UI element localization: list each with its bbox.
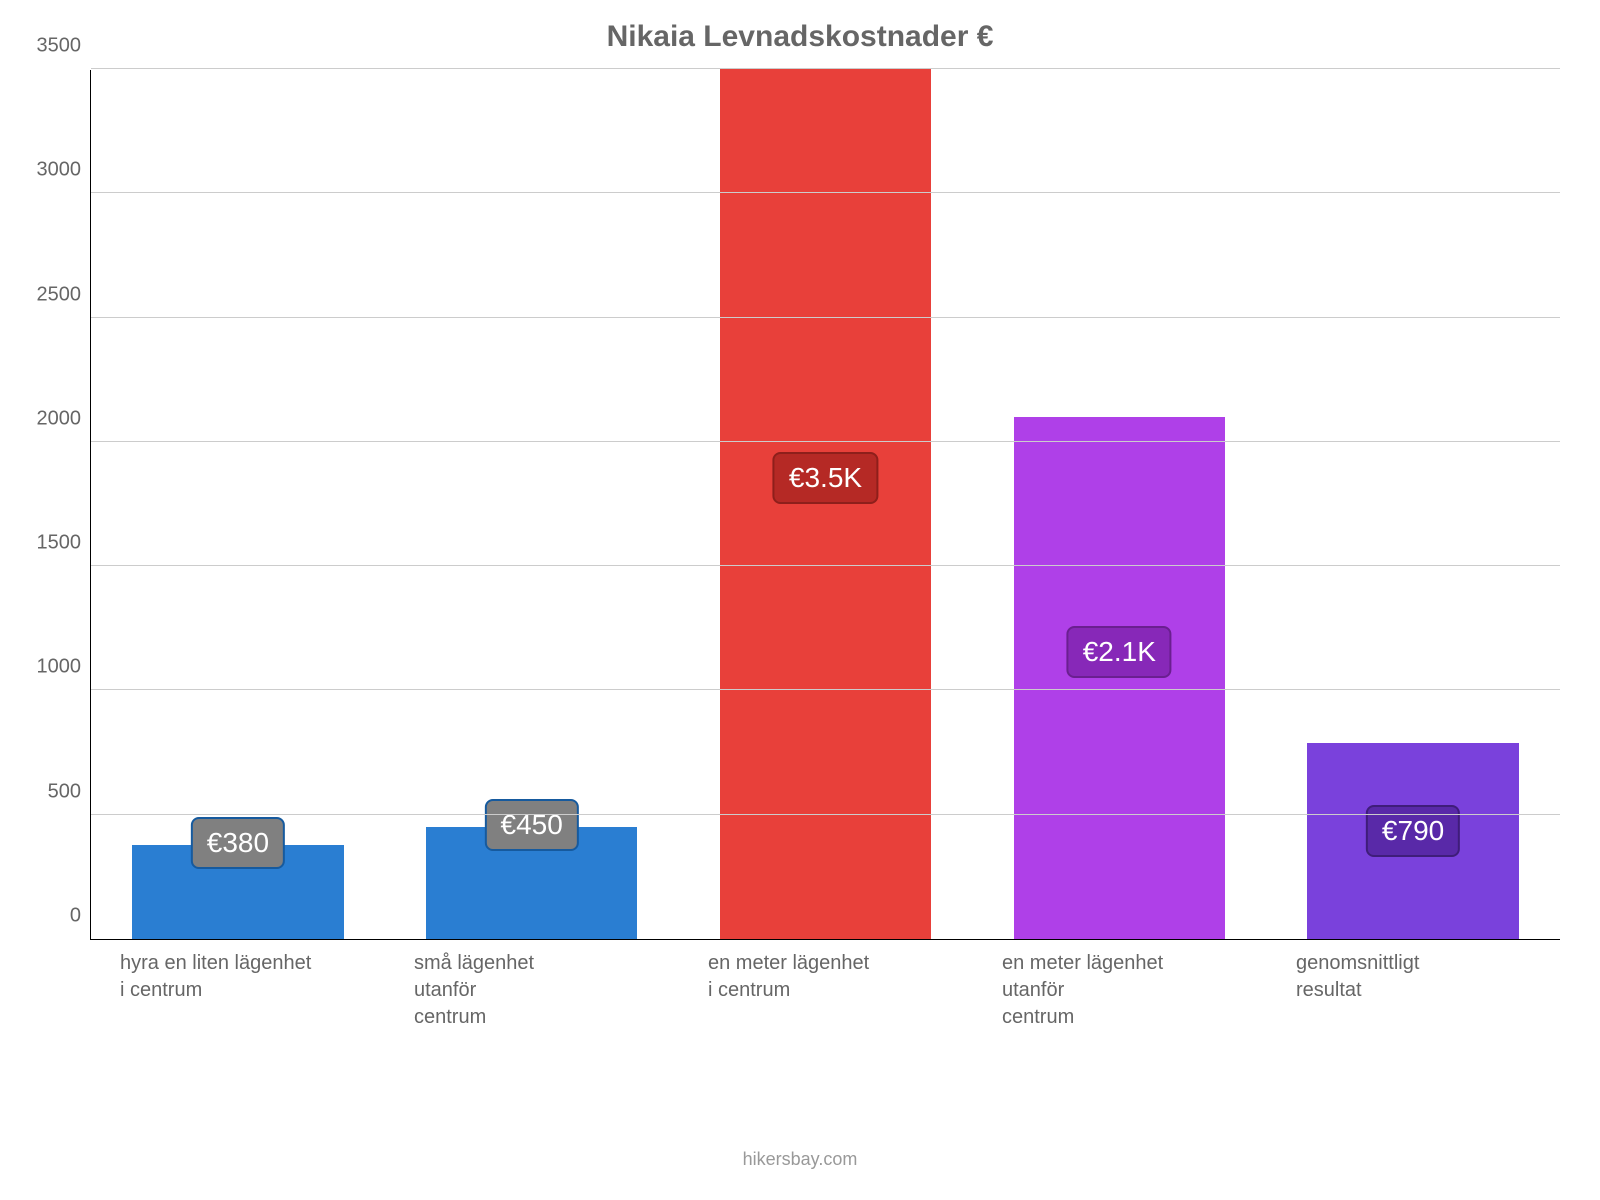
y-tick-label: 500 [48, 780, 91, 803]
x-axis-labels: hyra en liten lägenheti centrum små lägen… [90, 950, 1560, 1031]
gridline [91, 192, 1560, 193]
y-tick-label: 1500 [37, 532, 92, 555]
y-tick-label: 1000 [37, 656, 92, 679]
y-tick-label: 2500 [37, 283, 92, 306]
gridline [91, 441, 1560, 442]
gridline [91, 68, 1560, 69]
bar-slot: €450 [385, 70, 679, 939]
credit-text: hikersbay.com [0, 1149, 1600, 1170]
bar-slot: €790 [1266, 70, 1560, 939]
x-axis-label: genomsnittligtresultat [1296, 950, 1419, 1031]
gridline [91, 565, 1560, 566]
bar: €2.1K [1014, 417, 1226, 939]
x-label-slot: genomsnittligtresultat [1266, 950, 1560, 1031]
gridline [91, 317, 1560, 318]
x-label-slot: en meter lägenheti centrum [678, 950, 972, 1031]
x-label-slot: en meter lägenhetutanförcentrum [972, 950, 1266, 1031]
bar-slot: €2.1K [972, 70, 1266, 939]
chart-title: Nikaia Levnadskostnader € [0, 20, 1600, 54]
bar-value-badge: €3.5K [773, 452, 878, 504]
y-tick-label: 0 [70, 905, 91, 928]
x-label-slot: hyra en liten lägenheti centrum [90, 950, 384, 1031]
x-axis-label: en meter lägenheti centrum [708, 950, 869, 1031]
plot-area: €380€450€3.5K€2.1K€790 05001000150020002… [90, 70, 1560, 940]
bar-value-badge: €2.1K [1067, 626, 1172, 678]
bar-value-badge: €380 [191, 817, 285, 869]
bar: €3.5K [720, 69, 932, 939]
bar-value-badge: €450 [485, 799, 579, 851]
bar-slot: €3.5K [679, 70, 973, 939]
bar: €380 [132, 845, 344, 939]
cost-of-living-chart: Nikaia Levnadskostnader € €380€450€3.5K€… [0, 0, 1600, 1200]
bar-slot: €380 [91, 70, 385, 939]
y-tick-label: 2000 [37, 407, 92, 430]
bars-container: €380 €450 €3.5K €2.1K €790 [91, 70, 1560, 939]
y-tick-label: 3500 [37, 35, 92, 58]
bar: €790 [1307, 743, 1519, 939]
bar: €450 [426, 827, 638, 939]
x-axis-label: en meter lägenhetutanförcentrum [1002, 950, 1163, 1031]
y-tick-label: 3000 [37, 159, 92, 182]
x-axis-label: små lägenhetutanförcentrum [414, 950, 534, 1031]
x-axis-label: hyra en liten lägenheti centrum [120, 950, 311, 1031]
gridline [91, 689, 1560, 690]
x-label-slot: små lägenhetutanförcentrum [384, 950, 678, 1031]
gridline [91, 814, 1560, 815]
